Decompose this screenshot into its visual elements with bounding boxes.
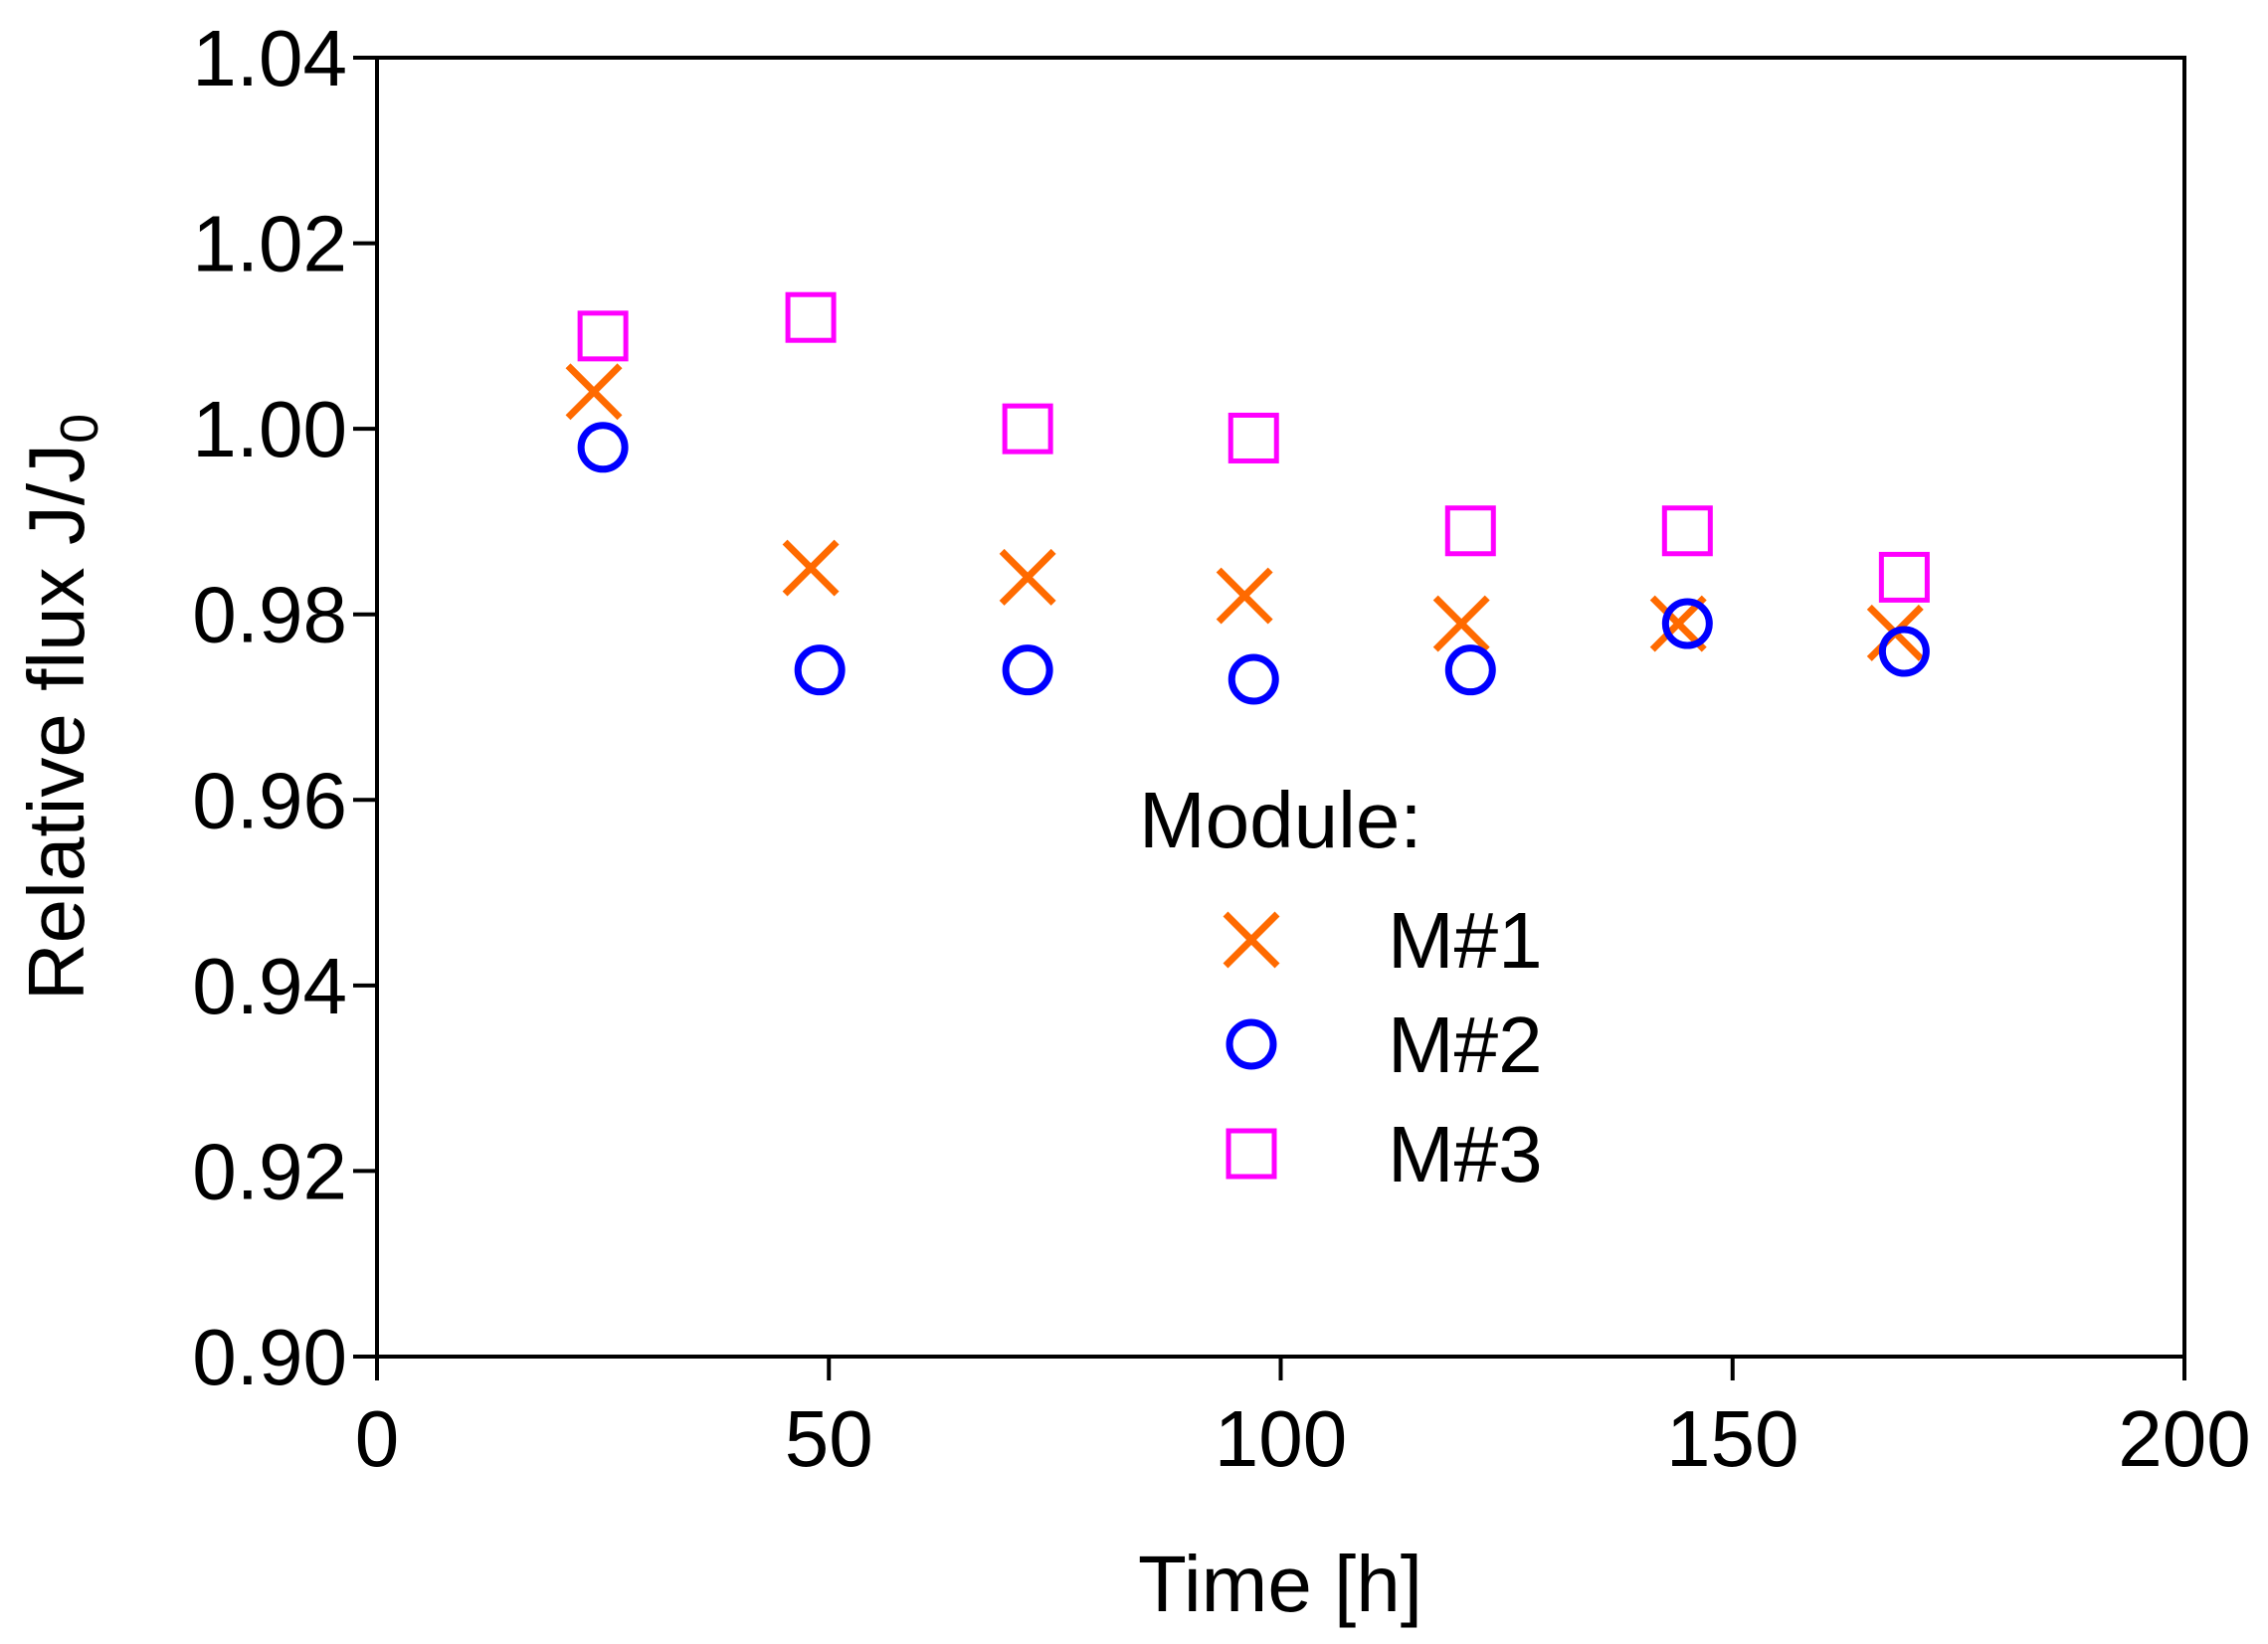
legend-marker-3 [1226,1128,1277,1180]
data-point-series-2 [1444,644,1496,696]
legend-label-3: M#3 [1388,1110,1543,1198]
x-marker-stroke [1432,595,1490,652]
y-tick-label: 0.98 [192,571,347,659]
x-tick-label: 100 [1215,1394,1347,1483]
data-point-series-2 [1661,598,1713,649]
y-axis-title: Relative flux J/J0 [12,414,109,1001]
data-point-series-2 [1228,653,1279,705]
data-point-series-2 [1878,626,1930,677]
data-point-series-3 [577,310,629,362]
y-tick-label: 0.90 [192,1313,347,1401]
y-tick-label: 1.02 [192,200,347,288]
legend-label-2: M#2 [1388,1001,1543,1089]
legend: Module: M#1 M#2 M#3 [1139,776,1543,1198]
data-point-series-2 [577,422,629,473]
x-marker-stroke [999,548,1056,606]
legend-title: Module: [1139,776,1422,864]
data-point-series-3 [1878,551,1930,603]
x-marker-stroke [1216,567,1273,625]
data-point-series-3 [785,291,837,343]
data-point-series-2 [1002,644,1053,696]
y-axis-title-subscript: 0 [50,414,109,444]
x-tick-label: 50 [785,1394,873,1483]
x-axis-ticks: 0 50 100 150 200 [355,1357,2251,1483]
y-tick-label: 0.92 [192,1127,347,1215]
data-point-series-1 [782,539,840,597]
data-points [565,291,1930,705]
y-tick-label: 1.04 [192,14,347,102]
x-tick-label: 150 [1666,1394,1798,1483]
x-marker-stroke [565,363,623,421]
data-point-series-1 [1216,567,1273,625]
x-axis-title: Time [h] [1138,1540,1422,1628]
data-point-series-3 [1002,403,1053,455]
x-tick-label: 0 [355,1394,400,1483]
y-axis-ticks: 0.90 0.92 0.94 0.96 0.98 1.00 1.02 1.04 [192,14,377,1401]
data-point-series-3 [1444,505,1496,557]
data-point-series-1 [999,548,1056,606]
legend-marker-2 [1226,1018,1277,1070]
legend-marker-1 [1223,911,1280,969]
y-tick-label: 1.00 [192,385,347,473]
y-tick-label: 0.96 [192,756,347,844]
x-marker-stroke [782,539,840,597]
y-axis-title-main: Relative flux J/J [12,444,100,1001]
y-tick-label: 0.94 [192,942,347,1030]
x-marker-stroke [1223,911,1280,969]
data-point-series-1 [565,363,623,421]
x-tick-label: 200 [2118,1394,2250,1483]
legend-label-1: M#1 [1388,896,1543,985]
data-point-series-1 [1432,595,1490,652]
data-point-series-3 [1228,412,1279,463]
data-point-series-3 [1661,505,1713,557]
data-point-series-2 [794,644,846,696]
